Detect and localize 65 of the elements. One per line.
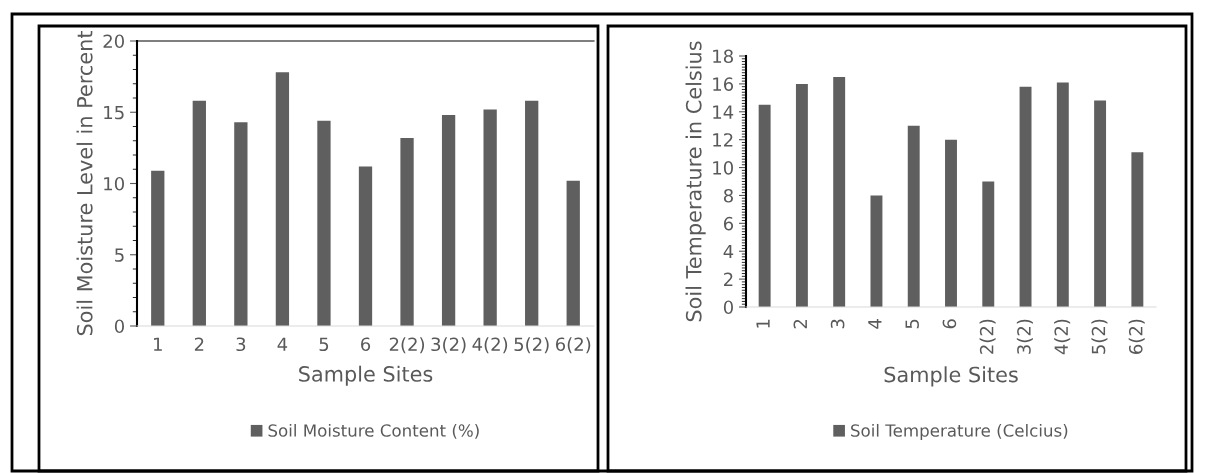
- x-tick-label: 1: [756, 319, 770, 328]
- bar: [1131, 152, 1144, 307]
- bar: [275, 72, 290, 326]
- x-tick-label: 5(2): [514, 337, 549, 354]
- x-axis-title: Sample Sites: [299, 365, 433, 386]
- bar: [758, 104, 771, 307]
- bar: [151, 170, 165, 326]
- x-tick-label: 5: [319, 337, 329, 352]
- x-tick-label: 2: [194, 337, 204, 351]
- x-tick-label: 1: [154, 337, 162, 351]
- bar: [192, 100, 206, 326]
- y-tick-label: 10: [104, 176, 124, 191]
- x-tick-label: 6(2): [555, 337, 591, 354]
- y-tick-label: 8: [723, 188, 733, 203]
- bar: [317, 120, 331, 326]
- x-tick-label: 5: [905, 319, 919, 329]
- y-tick-label: 0: [723, 300, 733, 315]
- x-tick-label: 5(2): [1091, 319, 1108, 354]
- y-axis-title: Soil Moisture Level in Percent: [76, 30, 93, 336]
- y-tick-label: 20: [103, 34, 124, 49]
- x-tick-label: 3(2): [1016, 319, 1033, 354]
- bar: [525, 100, 539, 326]
- legend-label: Soil Moisture Content (%): [268, 423, 479, 439]
- y-tick-label: 14: [713, 105, 734, 119]
- y-tick-label: 4: [723, 244, 734, 259]
- y-tick-label: 12: [713, 133, 733, 147]
- bar: [1094, 100, 1107, 307]
- y-tick-label: 16: [713, 77, 734, 92]
- x-tick-label: 6: [942, 319, 957, 329]
- bar: [358, 166, 373, 326]
- y-tick-label: 18: [713, 49, 733, 64]
- x-tick-label: 3(2): [431, 337, 466, 354]
- bar: [833, 76, 846, 307]
- x-tick-label: 3: [830, 319, 845, 329]
- y-tick-label: 15: [104, 105, 124, 120]
- y-axis-title: Soil Temperature in Celsius: [685, 41, 706, 322]
- legend-label: Soil Temperature (Celcius): [851, 423, 1068, 441]
- bar: [1019, 86, 1032, 307]
- y-tick-label: 5: [115, 248, 124, 262]
- bar: [566, 180, 580, 326]
- bar: [483, 109, 497, 326]
- x-axis-title: Sample Sites: [884, 366, 1018, 387]
- bar: [945, 139, 957, 307]
- x-tick-label: 2(2): [389, 337, 425, 354]
- x-tick-label: 6(2): [1128, 319, 1145, 354]
- bar: [870, 195, 883, 307]
- y-tick-label: 6: [723, 216, 734, 231]
- bar: [982, 181, 995, 307]
- x-tick-label: 2(2): [979, 319, 996, 354]
- bar: [1056, 82, 1069, 307]
- x-tick-label: 6: [361, 337, 371, 352]
- x-tick-label: 3: [236, 337, 246, 352]
- y-tick-label: 0: [114, 319, 124, 334]
- bar: [441, 115, 456, 326]
- x-tick-label: 4(2): [1054, 319, 1071, 355]
- bar: [234, 122, 248, 326]
- y-tick-label: 10: [713, 161, 733, 175]
- y-tick-label: 2: [724, 272, 733, 286]
- bar: [907, 125, 920, 307]
- x-tick-label: 4(2): [472, 337, 508, 354]
- bar: [795, 83, 808, 307]
- x-tick-label: 4: [868, 319, 882, 329]
- x-tick-label: 4: [277, 337, 288, 351]
- x-tick-label: 2: [793, 319, 807, 329]
- bar: [400, 137, 414, 326]
